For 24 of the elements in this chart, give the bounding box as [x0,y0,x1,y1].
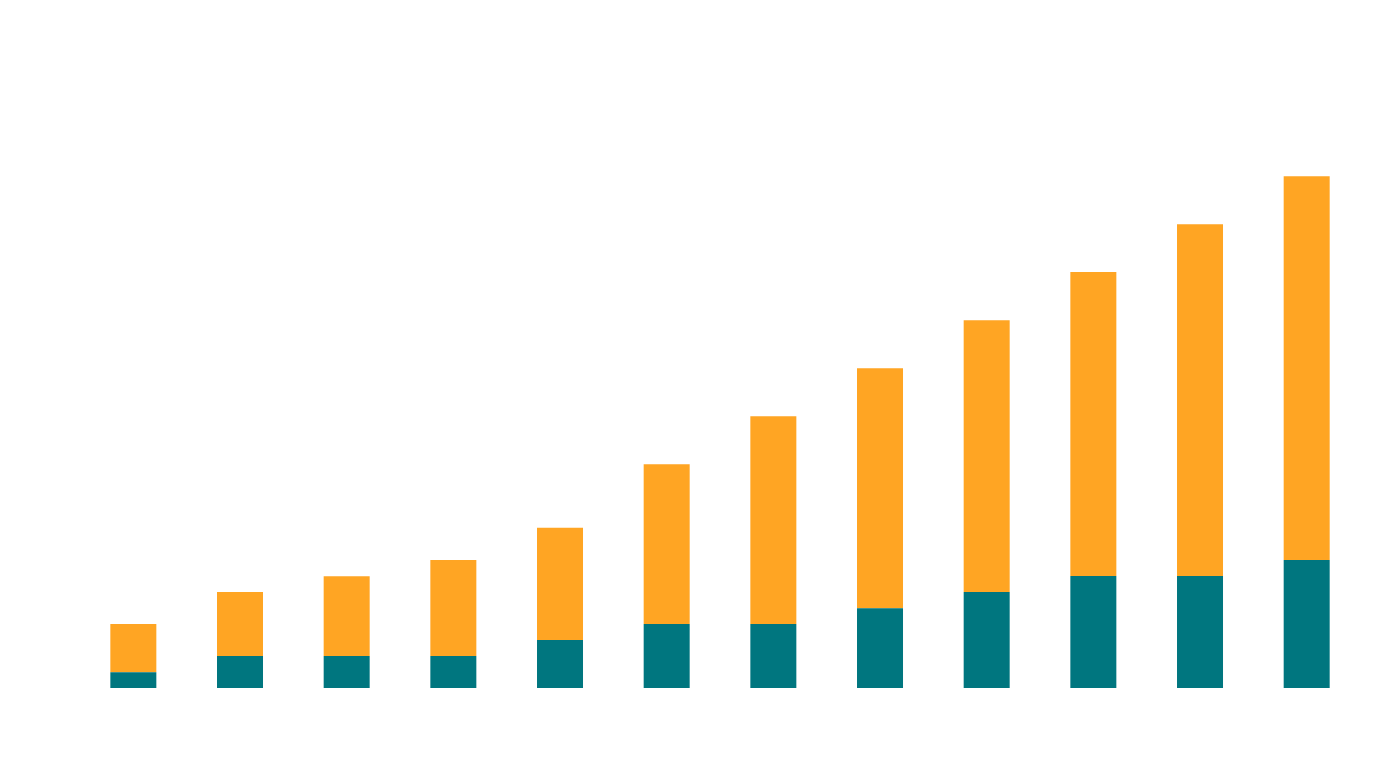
bar [750,624,797,688]
bar [323,576,370,657]
bar [1070,272,1117,576]
bar [430,560,477,657]
bar [1283,560,1330,688]
bar [963,592,1010,688]
bar [430,656,477,688]
bar [1177,575,1224,688]
bar [323,656,370,688]
bar [537,527,584,640]
bar [537,639,584,688]
bar [750,416,797,625]
bar [963,320,1010,593]
bar [1070,575,1117,688]
bar [857,608,904,688]
bar [217,592,263,657]
bar [1177,224,1224,576]
bar [643,464,690,625]
bar [857,368,904,609]
bar [1283,176,1330,561]
bar [643,624,690,688]
bar [110,672,157,688]
bar [217,656,263,688]
bar [110,624,157,673]
